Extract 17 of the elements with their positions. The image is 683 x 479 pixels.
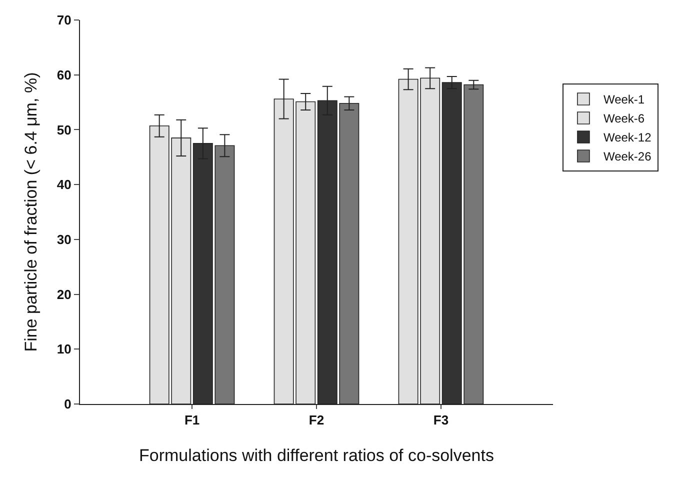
y-tick-label: 10	[56, 342, 72, 357]
x-tick-label: F3	[433, 412, 449, 428]
legend-label: Week-1	[603, 92, 645, 107]
y-tick-label: 20	[56, 286, 72, 302]
y-tick-label: 30	[56, 232, 72, 247]
y-tick-label: 0	[64, 396, 72, 412]
legend-label: Week-6	[603, 112, 645, 126]
y-axis-title: Fine particle of fraction (< 6.4 μm, %)	[21, 72, 40, 352]
x-axis-title: Formulations with different ratios of co-solvents	[139, 446, 494, 465]
legend-label: Week-26	[603, 150, 652, 164]
y-tick-label: 40	[56, 177, 72, 192]
x-tick-label: F1	[184, 412, 200, 428]
x-tick-label: F2	[308, 412, 324, 428]
legend-label: Week-12	[603, 130, 652, 145]
y-tick-label: 70	[56, 12, 72, 28]
y-tick-label: 50	[56, 122, 72, 138]
y-tick-label: 60	[56, 67, 72, 82]
